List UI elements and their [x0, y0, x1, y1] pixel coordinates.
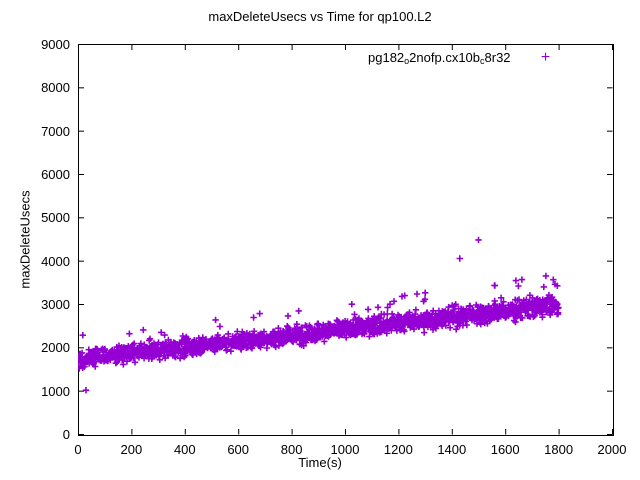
scatter-plot-canvas — [78, 44, 613, 435]
y-tick-label: 7000 — [41, 123, 70, 139]
x-tick-label: 600 — [227, 442, 250, 457]
page-title: maxDeleteUsecs vs Time for qp100.L2 — [208, 9, 432, 24]
y-axis-tick-labels: 0 1000 2000 3000 4000 5000 6000 7000 8000 9000 — [8, 0, 70, 480]
y-tick-label: 1000 — [41, 383, 70, 399]
x-tick-label: 1800 — [544, 442, 574, 457]
x-tick-label: 200 — [120, 442, 143, 457]
x-tick-label: 800 — [280, 442, 303, 457]
plus-marker-icon: + — [540, 49, 551, 66]
legend-entry-label: pg182o2nofp.cx10bc8r32 — [368, 49, 511, 66]
y-tick-label: 4000 — [41, 253, 70, 269]
legend: pg182o2nofp.cx10bc8r32 + — [368, 48, 555, 68]
plot-frame — [78, 44, 614, 436]
y-tick-label: 5000 — [41, 210, 70, 226]
data-point-markers — [78, 236, 562, 394]
axis-tick-marks — [78, 44, 613, 435]
x-tick-label: 0 — [74, 442, 82, 457]
x-tick-label: 1200 — [383, 442, 413, 457]
x-tick-label: 1000 — [330, 442, 360, 457]
x-axis-title: Time(s) — [298, 455, 342, 470]
x-tick-label: 1400 — [437, 442, 467, 457]
data-point-group — [78, 236, 562, 394]
y-tick-label: 2000 — [41, 340, 70, 356]
x-tick-label: 1600 — [490, 442, 520, 457]
y-tick-label: 3000 — [41, 297, 70, 312]
x-tick-label: 400 — [173, 442, 196, 457]
y-tick-label: 9000 — [41, 37, 70, 52]
y-tick-label: 0 — [62, 427, 70, 442]
x-tick-label: 2000 — [597, 442, 627, 457]
y-tick-label: 8000 — [41, 80, 70, 96]
y-tick-label: 6000 — [41, 167, 70, 182]
